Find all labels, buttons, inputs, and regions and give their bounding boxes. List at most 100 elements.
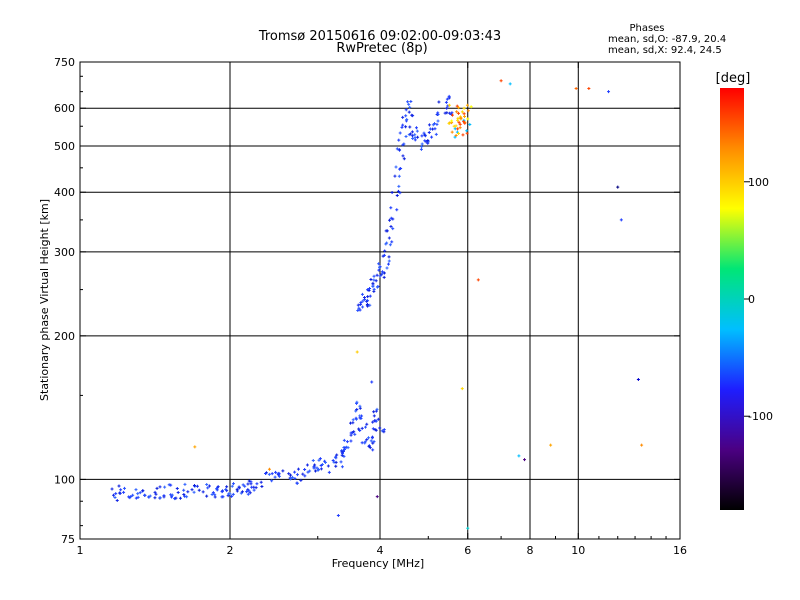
trace-point xyxy=(277,474,281,478)
trace-point xyxy=(147,495,151,499)
phase-stats-x: mean, sd,X: 92.4, 24.5 xyxy=(608,45,722,56)
colorbar xyxy=(720,88,744,510)
trace-point xyxy=(357,427,361,431)
trace-point xyxy=(346,446,350,450)
colorbar-tick-label: 100 xyxy=(748,176,769,189)
trace-point xyxy=(335,453,339,457)
trace-point xyxy=(158,485,162,489)
trace-point xyxy=(407,110,411,114)
outlier-point xyxy=(607,90,611,94)
phase-cluster-point xyxy=(461,133,465,137)
trace-point xyxy=(306,470,310,474)
trace-point xyxy=(190,488,194,492)
phase-stats-o: mean, sd,O: -87.9, 20.4 xyxy=(608,34,726,45)
trace-point xyxy=(369,439,373,443)
trace-point xyxy=(185,495,189,499)
grid-lines xyxy=(80,62,680,539)
trace-point xyxy=(436,111,440,115)
trace-point xyxy=(311,458,315,462)
trace-point xyxy=(287,472,291,476)
trace-point xyxy=(404,114,408,118)
trace-point xyxy=(315,466,319,470)
y-axis-label: Stationary phase Virtual Height [km] xyxy=(38,199,51,401)
trace-point xyxy=(401,123,405,127)
trace-point xyxy=(420,145,424,149)
trace-point xyxy=(334,464,338,468)
outlier-point xyxy=(499,79,503,83)
colorbar-tick-label: -100 xyxy=(748,410,773,423)
trace-point xyxy=(372,414,376,418)
trace-point xyxy=(360,441,364,445)
trace-point xyxy=(192,490,196,494)
phase-cluster-point xyxy=(456,116,460,120)
trace-point xyxy=(273,475,277,479)
trace-point xyxy=(319,463,323,467)
trace-point xyxy=(260,485,264,489)
trace-point xyxy=(434,132,438,136)
trace-point xyxy=(112,493,116,497)
trace-point xyxy=(395,147,399,151)
phase-cluster-point xyxy=(456,127,460,131)
trace-point xyxy=(393,174,397,178)
trace-point xyxy=(277,472,281,476)
trace-point xyxy=(213,495,217,499)
trace-point xyxy=(340,465,344,469)
trace-point xyxy=(431,127,435,131)
trace-point xyxy=(386,262,390,266)
trace-point xyxy=(401,154,405,158)
trace-point xyxy=(445,106,449,110)
trace-point xyxy=(136,495,140,499)
trace-point xyxy=(355,407,359,411)
trace-point xyxy=(186,490,190,494)
trace-point xyxy=(394,165,398,169)
trace-point xyxy=(364,425,368,429)
x-tick-label: 2 xyxy=(227,544,234,557)
trace-point xyxy=(415,129,419,133)
trace-point xyxy=(290,475,294,479)
trace-point xyxy=(293,476,297,480)
trace-point xyxy=(378,426,382,430)
trace-point xyxy=(430,135,434,139)
trace-point xyxy=(422,131,426,135)
trace-point xyxy=(270,472,274,476)
trace-point xyxy=(448,111,452,115)
outlier-point xyxy=(636,377,640,381)
trace-point xyxy=(360,426,364,430)
trace-point xyxy=(371,420,375,424)
trace-point xyxy=(270,479,274,483)
trace-point xyxy=(230,484,234,488)
phase-cluster-point xyxy=(468,123,472,127)
trace-point xyxy=(216,485,220,489)
trace-point xyxy=(182,493,186,497)
trace-point xyxy=(402,142,406,146)
trace-point xyxy=(178,496,182,500)
outlier-point xyxy=(476,278,480,282)
trace-point xyxy=(331,459,335,463)
trace-point xyxy=(397,138,401,142)
trace-point xyxy=(295,482,299,486)
colorbar-tick-label: 0 xyxy=(748,293,755,306)
trace-point xyxy=(343,446,347,450)
trace-point xyxy=(182,488,186,492)
trace-point xyxy=(365,288,369,292)
trace-point xyxy=(170,495,174,499)
outlier-point xyxy=(375,495,379,499)
phase-cluster-point xyxy=(458,126,462,130)
trace-point xyxy=(389,216,393,220)
trace-point xyxy=(399,167,403,171)
trace-point xyxy=(427,123,431,127)
y-tick-label: 100 xyxy=(54,473,75,486)
trace-point xyxy=(389,224,393,228)
trace-point xyxy=(370,436,374,440)
trace-point xyxy=(183,482,187,486)
trace-point xyxy=(391,217,395,221)
trace-point xyxy=(378,274,382,278)
trace-point xyxy=(390,190,394,194)
trace-point xyxy=(119,488,123,492)
trace-point xyxy=(413,133,417,137)
trace-point xyxy=(341,451,345,455)
phase-cluster-point xyxy=(457,120,461,124)
trace-point xyxy=(397,148,401,152)
trace-point xyxy=(201,490,205,494)
trace-point xyxy=(355,400,359,404)
